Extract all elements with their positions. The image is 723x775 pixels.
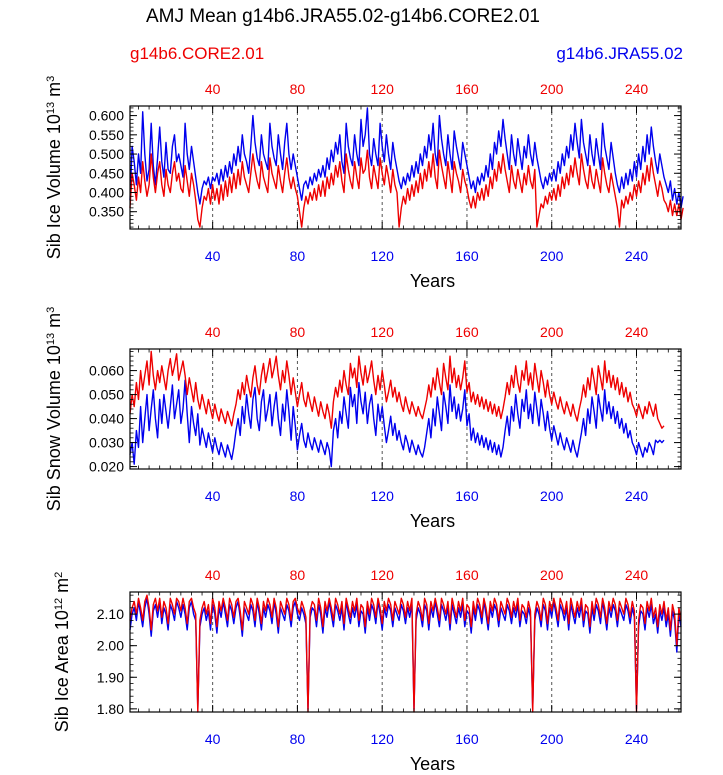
x-tick-label-bottom: 240 [625, 248, 649, 264]
y-tick-label: 0.060 [89, 363, 124, 379]
x-tick-label-top: 40 [205, 81, 221, 97]
x-tick-label-top: 80 [290, 81, 306, 97]
x-tick-label-top: 160 [455, 324, 479, 340]
series-line-g14b6.JRA55.02 [129, 379, 665, 468]
x-axis-title: Years [410, 511, 455, 531]
y-tick-label: 0.350 [89, 204, 124, 220]
x-tick-label-top: 80 [290, 324, 306, 340]
series-line-g14b6.JRA55.02 [129, 597, 682, 710]
y-tick-label: 0.600 [89, 108, 124, 124]
x-tick-label-bottom: 40 [205, 731, 221, 747]
x-tick-label-bottom: 200 [540, 731, 564, 747]
chart-panel-3: 2.10 2.00 1.90 1.80 40 40 80 80 120 120 160 160 200 2… [52, 567, 682, 774]
series-line-g14b6.CORE2.01 [129, 350, 665, 429]
x-tick-label-bottom: 160 [455, 248, 479, 264]
chart-panel-2: 0.060 0.050 0.040 0.030 0.020 40 40 80 80 120 120 1… [44, 307, 682, 531]
x-tick-label-bottom: 80 [290, 731, 306, 747]
x-tick-label-top: 40 [205, 567, 221, 583]
y-tick-label: 2.00 [97, 638, 124, 654]
x-tick-label-top: 200 [540, 81, 564, 97]
y-axis-title: Sib Ice Volume 1013 m3 [44, 76, 64, 259]
x-tick-label-bottom: 40 [205, 248, 221, 264]
y-tick-label: 0.040 [89, 411, 124, 427]
x-tick-label-bottom: 240 [625, 488, 649, 504]
x-tick-label-bottom: 160 [455, 488, 479, 504]
x-tick-label-bottom: 120 [371, 488, 395, 504]
y-tick-label: 1.80 [97, 701, 124, 717]
x-tick-label-bottom: 80 [290, 488, 306, 504]
x-axis-title: Years [410, 754, 455, 774]
x-tick-label-bottom: 200 [540, 488, 564, 504]
x-tick-label-bottom: 40 [205, 488, 221, 504]
y-tick-label: 0.450 [89, 165, 124, 181]
x-axis-title: Years [410, 271, 455, 291]
chart-panel-1: 0.600 0.550 0.500 0.450 0.400 0.350 40 40 80 80 12… [44, 76, 684, 291]
y-axis-title: Sib Snow Volume 1013 m3 [44, 307, 64, 511]
y-tick-label: 0.500 [89, 146, 124, 162]
series-line-g14b6.CORE2.01 [129, 149, 684, 228]
y-tick-label: 0.020 [89, 459, 124, 475]
x-tick-label-top: 160 [455, 567, 479, 583]
x-tick-label-top: 240 [625, 81, 649, 97]
y-tick-label: 0.030 [89, 435, 124, 451]
x-tick-label-bottom: 80 [290, 248, 306, 264]
series-line-g14b6.JRA55.02 [129, 107, 684, 209]
legend-jra55: g14b6.JRA55.02 [556, 44, 683, 63]
series-line-g14b6.CORE2.01 [129, 594, 682, 713]
chart-title: AMJ Mean g14b6.JRA55.02-g14b6.CORE2.01 [146, 6, 540, 27]
x-tick-label-top: 40 [205, 324, 221, 340]
x-tick-label-bottom: 200 [540, 248, 564, 264]
x-tick-label-top: 240 [625, 567, 649, 583]
x-tick-label-top: 80 [290, 567, 306, 583]
plot-frame [129, 105, 682, 230]
x-tick-label-top: 120 [371, 81, 395, 97]
x-tick-label-top: 120 [371, 567, 395, 583]
y-tick-label: 2.10 [97, 606, 124, 622]
y-tick-label: 0.400 [89, 184, 124, 200]
y-axis-title: Sib Ice Area 1012 m2 [52, 572, 72, 732]
y-tick-label: 1.90 [97, 669, 124, 685]
x-tick-label-top: 120 [371, 324, 395, 340]
x-tick-label-bottom: 240 [625, 731, 649, 747]
x-tick-label-top: 160 [455, 81, 479, 97]
x-tick-label-bottom: 160 [455, 731, 479, 747]
legend-core2: g14b6.CORE2.01 [130, 44, 265, 63]
y-tick-label: 0.050 [89, 387, 124, 403]
x-tick-label-bottom: 120 [371, 248, 395, 264]
x-tick-label-top: 200 [540, 324, 564, 340]
x-tick-label-top: 240 [625, 324, 649, 340]
y-tick-label: 0.550 [89, 127, 124, 143]
x-tick-label-top: 200 [540, 567, 564, 583]
x-tick-label-bottom: 120 [371, 731, 395, 747]
